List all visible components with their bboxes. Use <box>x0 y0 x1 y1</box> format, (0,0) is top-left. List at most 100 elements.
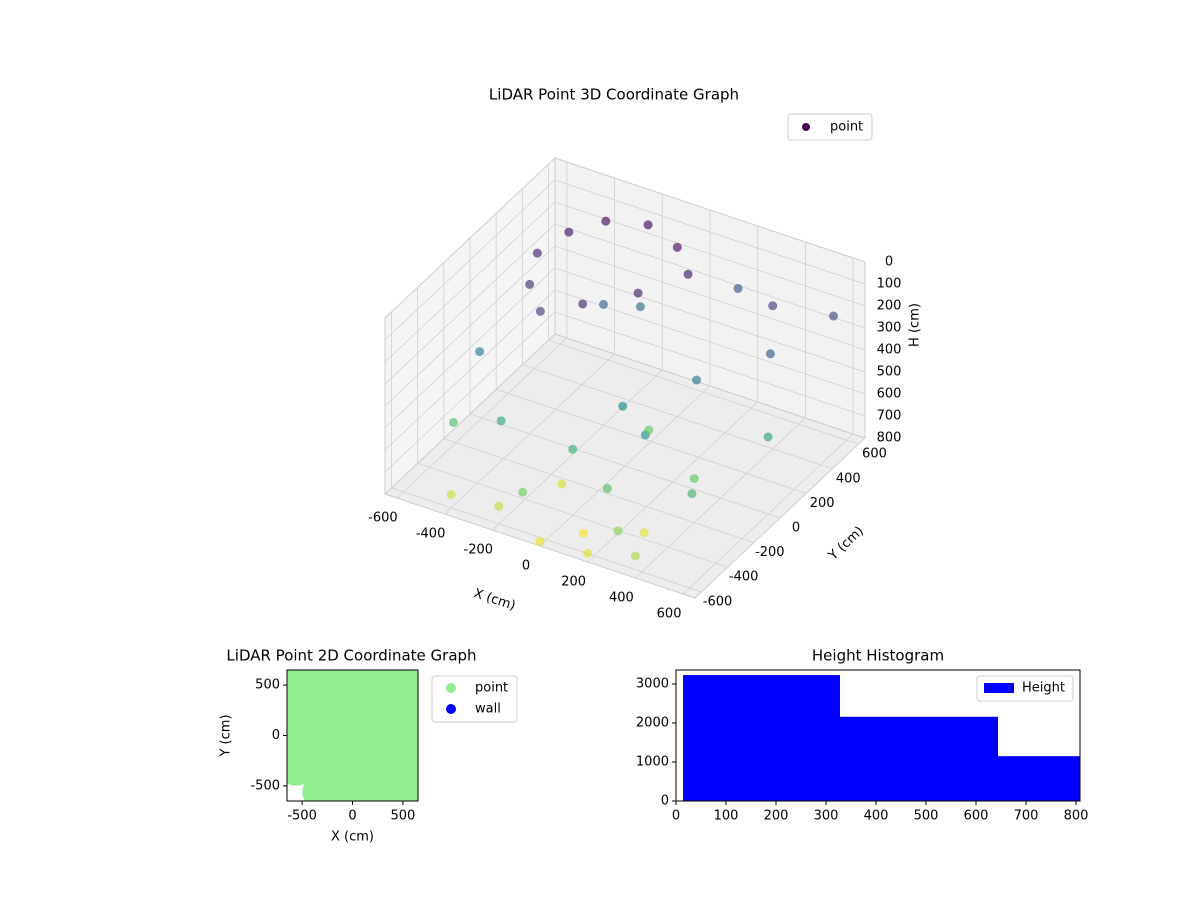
bar <box>683 675 840 801</box>
grid-line <box>384 179 556 341</box>
legend-swatch <box>984 683 1014 693</box>
y-tick-label: 0 <box>792 521 800 536</box>
grid-line <box>384 157 556 319</box>
grid-line <box>384 223 556 385</box>
z-tick-label: 200 <box>877 299 902 314</box>
point <box>496 416 506 426</box>
x-tick-label: -400 <box>416 527 446 542</box>
grid-line <box>554 311 866 417</box>
x-tick-label: 600 <box>657 607 682 622</box>
y-tick-label: 0 <box>661 794 669 809</box>
z-tick-label: 600 <box>877 387 902 402</box>
x-tick-label: 0 <box>348 809 356 824</box>
grid-line <box>384 267 556 429</box>
x-tick-label: -600 <box>368 511 398 526</box>
point <box>448 417 458 427</box>
point <box>518 487 528 497</box>
z-tick-label: 500 <box>877 365 902 380</box>
legend-box <box>787 113 873 141</box>
point <box>683 269 693 279</box>
point <box>828 311 838 321</box>
point <box>564 227 574 237</box>
y-tick-label: -500 <box>250 778 280 793</box>
point <box>394 670 418 694</box>
z-tick-label: 100 <box>877 277 902 292</box>
point <box>578 528 588 538</box>
grid-line <box>384 289 556 451</box>
point <box>768 301 778 311</box>
bar <box>840 716 998 801</box>
point <box>532 248 542 258</box>
point <box>578 299 588 309</box>
x-tick-label: 0 <box>522 559 530 574</box>
point <box>535 537 545 547</box>
point <box>672 242 682 252</box>
bar <box>998 756 1080 801</box>
point <box>639 528 649 538</box>
grid-line <box>554 333 866 439</box>
y-tick-label: 600 <box>862 447 887 462</box>
z-tick-label: 300 <box>877 321 902 336</box>
point <box>494 501 504 511</box>
y-axis-label: Y (cm) <box>219 714 234 757</box>
grid-line <box>384 311 556 473</box>
point <box>644 425 654 435</box>
grid-line <box>548 339 859 445</box>
z-tick-label: 800 <box>877 431 902 446</box>
point <box>525 279 535 289</box>
chart-title: LiDAR Point 2D Coordinate Graph <box>226 647 476 665</box>
point <box>613 526 623 536</box>
point <box>733 283 743 293</box>
point <box>633 288 643 298</box>
grid-line <box>496 389 807 494</box>
z-tick-label: 700 <box>877 409 902 424</box>
z-tick-label: 400 <box>877 343 902 358</box>
grid-line <box>554 223 866 329</box>
point <box>687 489 697 499</box>
point <box>689 474 699 484</box>
point <box>635 302 645 312</box>
point <box>630 551 640 561</box>
y-axis-label: Y (cm) <box>825 524 867 564</box>
x-axis-label: X (cm) <box>331 830 374 845</box>
x-tick-label: 400 <box>864 809 889 824</box>
grid-line <box>384 245 556 407</box>
point <box>557 479 567 489</box>
z-tick-label: 0 <box>885 255 893 270</box>
x-tick-label: 200 <box>764 809 789 824</box>
grid-line <box>469 413 781 519</box>
y-tick-label: 1000 <box>636 755 669 770</box>
chart-title: Height Histogram <box>812 647 944 665</box>
points <box>446 216 838 561</box>
grid-line <box>522 364 833 470</box>
legend-label: point <box>475 681 508 696</box>
point <box>475 347 485 357</box>
grid-line <box>443 438 754 543</box>
point <box>643 220 653 230</box>
point <box>602 484 612 494</box>
x-tick-label: 200 <box>561 575 586 590</box>
points <box>287 670 418 801</box>
legend-marker <box>802 123 810 131</box>
grid-line <box>391 487 702 593</box>
y-tick-label: 0 <box>272 728 280 743</box>
grid-line <box>384 333 556 495</box>
legend-label: point <box>830 120 863 135</box>
x-tick-label: 0 <box>672 809 680 824</box>
point <box>446 490 456 500</box>
x-tick-label: 400 <box>609 591 634 606</box>
x-tick-label: 500 <box>390 809 415 824</box>
legend-box <box>976 675 1074 702</box>
x-tick-label: 800 <box>1064 809 1089 824</box>
grid-line <box>554 157 866 263</box>
x-tick-label: -200 <box>464 543 494 558</box>
point <box>692 375 702 385</box>
point <box>601 216 611 226</box>
x-axis-label: X (cm) <box>472 586 518 614</box>
point <box>598 299 608 309</box>
x-tick-label: 700 <box>1014 809 1039 824</box>
grid-line <box>384 201 556 363</box>
point <box>765 349 775 359</box>
grid-line <box>554 245 866 351</box>
